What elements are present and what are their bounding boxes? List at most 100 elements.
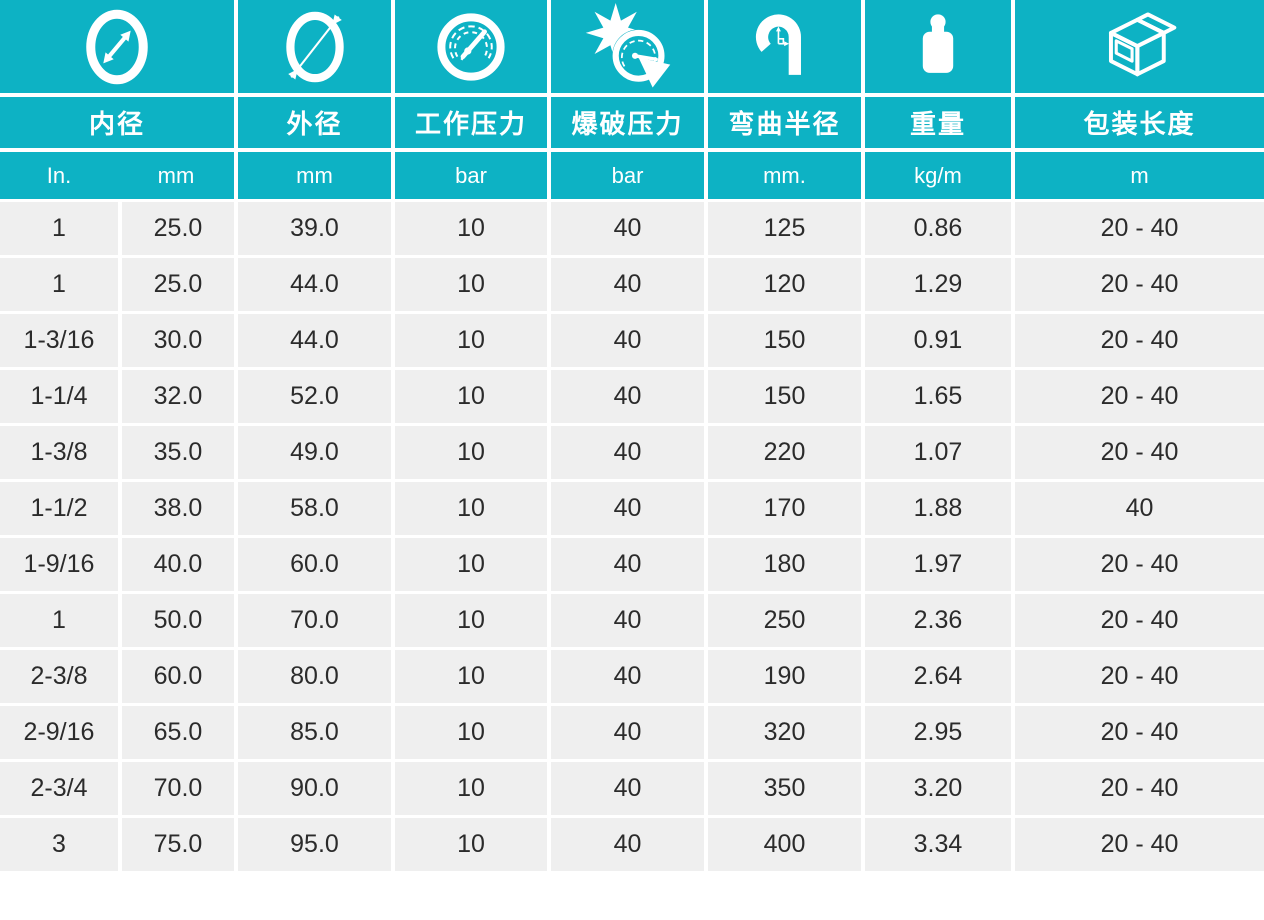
cell: 38.0: [122, 482, 234, 535]
cell: 44.0: [238, 314, 391, 367]
cell: 250: [708, 594, 861, 647]
cell: 10: [395, 370, 547, 423]
cell: 350: [708, 762, 861, 815]
cell: 10: [395, 594, 547, 647]
cell: 40: [1015, 482, 1264, 535]
cell: 1: [0, 202, 118, 255]
cell: 2-3/8: [0, 650, 118, 703]
outer-diameter-icon-cell: [238, 0, 391, 93]
cell: 65.0: [122, 706, 234, 759]
cell: 40: [551, 706, 704, 759]
column-header-packing-length: 包装长度: [1015, 97, 1264, 148]
cell: 20 - 40: [1015, 706, 1264, 759]
cell: 10: [395, 650, 547, 703]
package-box-icon-cell: [1015, 0, 1264, 93]
cell: 75.0: [122, 818, 234, 871]
column-header-row: 内径 外径 工作压力 爆破压力 弯曲半径 重量 包装长度: [0, 97, 1264, 148]
table-row: 2-3/4 70.0 90.0 10 40 350 3.20 20 - 40: [0, 762, 1264, 815]
weight-icon: [922, 13, 954, 73]
package-box-icon: [1108, 11, 1176, 76]
cell: 20 - 40: [1015, 538, 1264, 591]
cell: 3: [0, 818, 118, 871]
unit-cell-packing-length: m: [1015, 152, 1264, 199]
cell: 320: [708, 706, 861, 759]
cell: 40: [551, 258, 704, 311]
cell: 10: [395, 314, 547, 367]
cell: 1-1/4: [0, 370, 118, 423]
cell: 1.88: [865, 482, 1011, 535]
cell: 25.0: [122, 202, 234, 255]
cell: 1: [0, 594, 118, 647]
cell: 2-3/4: [0, 762, 118, 815]
pressure-gauge-icon-cell: [395, 0, 547, 93]
cell: 3.34: [865, 818, 1011, 871]
column-header-inner-diameter: 内径: [0, 97, 234, 148]
cell: 20 - 40: [1015, 314, 1264, 367]
table-row: 1 25.0 44.0 10 40 120 1.29 20 - 40: [0, 258, 1264, 311]
cell: 60.0: [238, 538, 391, 591]
burst-gauge-icon: [585, 2, 670, 87]
cell: 40: [551, 594, 704, 647]
cell: 220: [708, 426, 861, 479]
table-row: 1-3/16 30.0 44.0 10 40 150 0.91 20 - 40: [0, 314, 1264, 367]
unit-cell-outer-diameter: mm: [238, 152, 391, 199]
cell: 1-1/2: [0, 482, 118, 535]
cell: 60.0: [122, 650, 234, 703]
bend-radius-icon-cell: [708, 0, 861, 93]
cell: 40.0: [122, 538, 234, 591]
cell: 1-3/8: [0, 426, 118, 479]
unit-cell-working-pressure: bar: [395, 152, 547, 199]
cell: 20 - 40: [1015, 202, 1264, 255]
table-row: 3 75.0 95.0 10 40 400 3.34 20 - 40: [0, 818, 1264, 871]
column-header-bend-radius: 弯曲半径: [708, 97, 861, 148]
cell: 44.0: [238, 258, 391, 311]
cell: 40: [551, 538, 704, 591]
table-row: 2-9/16 65.0 85.0 10 40 320 2.95 20 - 40: [0, 706, 1264, 759]
cell: 39.0: [238, 202, 391, 255]
cell: 40: [551, 818, 704, 871]
cell: 0.91: [865, 314, 1011, 367]
cell: 1.07: [865, 426, 1011, 479]
hose-spec-table: 内径 外径 工作压力 爆破压力 弯曲半径 重量 包装长度 In. mm mm b…: [0, 0, 1264, 874]
cell: 1.29: [865, 258, 1011, 311]
cell: 10: [395, 538, 547, 591]
cell: 0.86: [865, 202, 1011, 255]
bend-radius-icon: [755, 13, 801, 75]
cell: 20 - 40: [1015, 762, 1264, 815]
weight-icon-cell: [865, 0, 1011, 93]
cell: 32.0: [122, 370, 234, 423]
column-header-outer-diameter: 外径: [238, 97, 391, 148]
cell: 40: [551, 314, 704, 367]
unit-label-inch: In.: [46, 162, 72, 188]
cell: 30.0: [122, 314, 234, 367]
cell: 10: [395, 426, 547, 479]
table-body: 1 25.0 39.0 10 40 125 0.86 20 - 40 1 25.0 44.0 10 40…: [0, 202, 1264, 874]
unit-cell-inner-diameter: In. mm: [0, 152, 234, 199]
cell: 2-9/16: [0, 706, 118, 759]
cell: 20 - 40: [1015, 594, 1264, 647]
cell: 70.0: [238, 594, 391, 647]
column-header-burst-pressure: 爆破压力: [551, 97, 704, 148]
cell: 95.0: [238, 818, 391, 871]
unit-cell-weight: kg/m: [865, 152, 1011, 199]
cell: 40: [551, 650, 704, 703]
pressure-gauge-icon: [437, 12, 505, 81]
cell: 49.0: [238, 426, 391, 479]
cell: 40: [551, 370, 704, 423]
table-row: 2-3/8 60.0 80.0 10 40 190 2.64 20 - 40: [0, 650, 1264, 703]
cell: 85.0: [238, 706, 391, 759]
cell: 20 - 40: [1015, 818, 1264, 871]
unit-cell-burst-pressure: bar: [551, 152, 704, 199]
unit-cell-bend-radius: mm.: [708, 152, 861, 199]
cell: 3.20: [865, 762, 1011, 815]
cell: 25.0: [122, 258, 234, 311]
cell: 120: [708, 258, 861, 311]
cell: 2.95: [865, 706, 1011, 759]
unit-label-mm: mm: [157, 162, 195, 188]
cell: 20 - 40: [1015, 258, 1264, 311]
cell: 40: [551, 426, 704, 479]
cell: 1-9/16: [0, 538, 118, 591]
cell: 10: [395, 706, 547, 759]
cell: 40: [551, 202, 704, 255]
cell: 180: [708, 538, 861, 591]
